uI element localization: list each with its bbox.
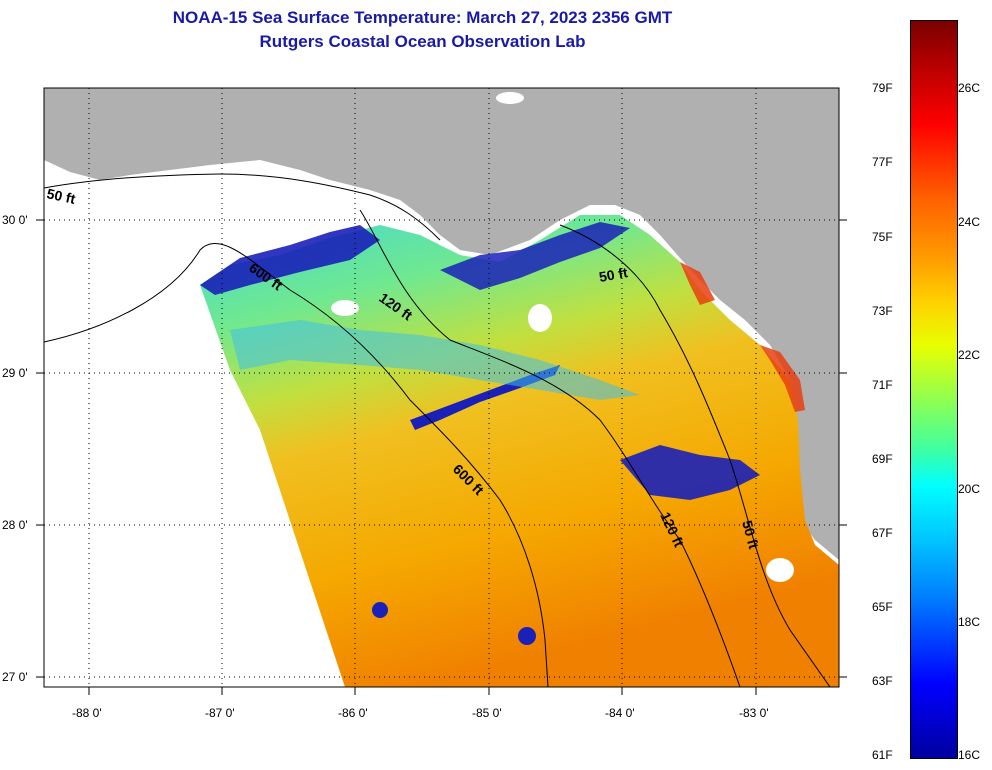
cb-label-65f: 65F xyxy=(872,600,893,614)
cb-label-75f: 75F xyxy=(872,230,893,244)
cb-label-63f: 63F xyxy=(872,674,893,688)
cb-label-22c: 22C xyxy=(958,348,981,362)
cb-label-16c: 16C xyxy=(958,748,981,762)
cb-label-69f: 69F xyxy=(872,452,893,466)
lon-label-88: -88 0' xyxy=(72,706,102,720)
contour-50ft-west xyxy=(44,173,441,241)
cb-label-24c: 24C xyxy=(958,215,981,229)
lon-label-86: -86 0' xyxy=(338,706,368,720)
lon-label-84: -84 0' xyxy=(605,706,635,720)
cold-patch-nw xyxy=(200,225,380,295)
lat-label-29: 29 0' xyxy=(2,366,28,380)
warm-coastal-strip xyxy=(680,262,805,412)
cb-label-77f: 77F xyxy=(872,155,893,169)
contour-label-50ft-west: 50 ft xyxy=(45,185,77,207)
cb-label-79f: 79F xyxy=(872,81,893,95)
lat-label-28: 28 0' xyxy=(2,518,28,532)
contour-120ft xyxy=(359,209,741,687)
map-subtitle: Rutgers Coastal Ocean Observation Lab xyxy=(259,32,586,51)
cb-label-61f: 61F xyxy=(872,748,893,762)
cb-label-73f: 73F xyxy=(872,304,893,318)
cb-label-67f: 67F xyxy=(872,526,893,540)
contour-label-50ft-south: 50 ft xyxy=(739,519,762,551)
lon-label-85: -85 0' xyxy=(472,706,502,720)
cb-label-71f: 71F xyxy=(872,378,893,392)
contour-600ft xyxy=(44,243,549,687)
cold-spot-1 xyxy=(372,602,388,618)
map-title: NOAA-15 Sea Surface Temperature: March 2… xyxy=(172,8,673,27)
lon-label-87: -87 0' xyxy=(205,706,235,720)
cloud-patch-2 xyxy=(331,300,359,316)
cold-spot-2 xyxy=(518,627,536,645)
land-mass xyxy=(44,88,839,560)
contour-50ft-east xyxy=(559,224,831,687)
cloud-patch-3 xyxy=(766,558,794,582)
cb-label-20c: 20C xyxy=(958,482,981,496)
lat-label-30: 30 0' xyxy=(2,213,28,227)
color-scale-bar xyxy=(910,20,958,759)
cb-label-18c: 18C xyxy=(958,615,981,629)
lat-label-27: 27 0' xyxy=(2,670,28,684)
cloud-patch-4 xyxy=(496,92,524,104)
plot-frame xyxy=(43,87,840,688)
contour-label-50ft-north: 50 ft xyxy=(598,264,629,285)
cold-patch-east xyxy=(620,445,760,500)
cb-label-26c: 26C xyxy=(958,81,981,95)
axis-ticks xyxy=(36,219,847,695)
cool-band-mid xyxy=(230,320,640,400)
cloud-patch-1 xyxy=(528,304,552,332)
cold-patch-north xyxy=(440,222,630,290)
lon-label-83: -83 0' xyxy=(739,706,769,720)
